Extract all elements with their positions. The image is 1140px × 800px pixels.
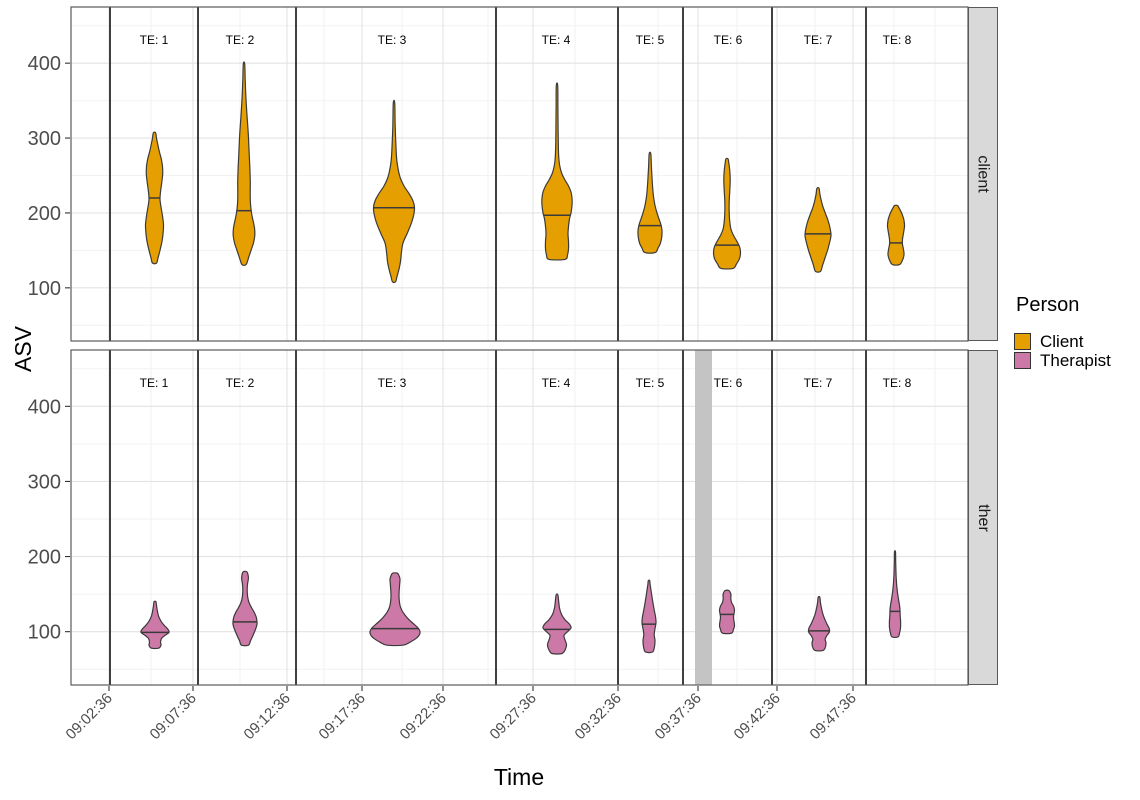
x-tick-label: 09:07:36 [147,690,200,743]
x-axis-title: Time [493,764,545,790]
te-label-client: TE: 7 [804,33,833,47]
x-axis: 09:02:36 09:07:36 09:12:36 09:17:36 09:22:36… [63,686,860,743]
y-tick-label: 300 [28,128,61,150]
violin-ther-te7 [807,595,831,652]
facet-strip-client: client [968,7,998,341]
te-label-client: TE: 3 [378,33,407,47]
y-tick-label: 400 [28,396,61,418]
te-label-client: TE: 1 [140,33,169,47]
te-label-ther: TE: 2 [226,376,255,390]
te-boundaries-ther [109,350,867,685]
y-axis-title: ASV [10,325,36,373]
y-axis-ther: 100 200 300 400 [28,396,70,644]
y-tick-label: 300 [28,471,61,493]
legend-item-client: Client [1014,332,1111,351]
violin-ther-te4 [542,593,572,655]
panel-ther: TE: 1 TE: 2 TE: 3 TE: 4 TE: 5 TE: 6 TE: 7 TE: 8 [70,349,969,686]
x-tick-label: 09:27:36 [487,690,540,743]
violin-ther-te8 [888,550,902,639]
violin-ther-te3 [369,572,421,647]
violin-client-te7 [804,187,832,273]
legend-items: Client Therapist [1014,332,1111,370]
te-label-client: TE: 4 [542,33,571,47]
y-axis-client: 100 200 300 400 [28,53,70,300]
te-label-ther: TE: 5 [636,376,665,390]
shaded-band [695,350,712,685]
x-tick-label: 09:42:36 [731,690,784,743]
legend: Person Client Therapist [1014,294,1111,370]
te-label-client: TE: 8 [883,33,912,47]
violin-client-te6 [712,157,742,270]
violin-ther-te6 [718,589,736,635]
y-tick-label: 200 [28,203,61,225]
legend-title: Person [1016,294,1080,316]
violin-client-te3 [372,99,416,284]
violin-ther-te5 [641,579,657,654]
te-label-ther: TE: 3 [378,376,407,390]
x-tick-label: 09:17:36 [316,690,369,743]
violin-ther-te1 [140,600,170,650]
x-tick-label: 09:12:36 [241,690,294,743]
violin-client-te5 [637,151,663,254]
violin-ther-te2 [232,570,258,647]
te-label-client: TE: 6 [714,33,743,47]
legend-swatch-therapist [1014,352,1031,369]
facet-strip-ther-label: ther [974,503,992,532]
facet-strip-ther: ther [968,350,998,685]
y-tick-label: 100 [28,622,61,644]
x-tick-label: 09:47:36 [807,690,860,743]
gridlines-major-client [71,7,968,341]
te-label-ther: TE: 6 [714,376,743,390]
te-label-client: TE: 2 [226,33,255,47]
facet-strip-client-label: client [975,155,993,193]
te-boundaries-client [109,7,867,341]
legend-label: Client [1040,331,1084,351]
te-label-ther: TE: 1 [140,376,169,390]
violin-client-te2 [232,61,256,267]
legend-label: Therapist [1040,350,1111,370]
x-tick-label: 09:37:36 [652,690,705,743]
legend-item-therapist: Therapist [1014,351,1111,370]
y-tick-label: 200 [28,547,61,569]
x-tick-label: 09:32:36 [572,690,625,743]
te-label-ther: TE: 7 [804,376,833,390]
y-tick-label: 100 [28,278,61,300]
x-tick-label: 09:02:36 [63,690,116,743]
violin-client-te8 [886,204,906,266]
y-tick-label: 400 [28,53,61,75]
te-label-client: TE: 5 [636,33,665,47]
te-label-ther: TE: 4 [542,376,571,390]
panel-client: TE: 1 TE: 2 TE: 3 TE: 4 TE: 5 TE: 6 TE: 7 TE: 8 [70,6,969,342]
x-tick-label: 09:22:36 [397,690,450,743]
legend-swatch-client [1014,333,1031,350]
te-label-ther: TE: 8 [883,376,912,390]
